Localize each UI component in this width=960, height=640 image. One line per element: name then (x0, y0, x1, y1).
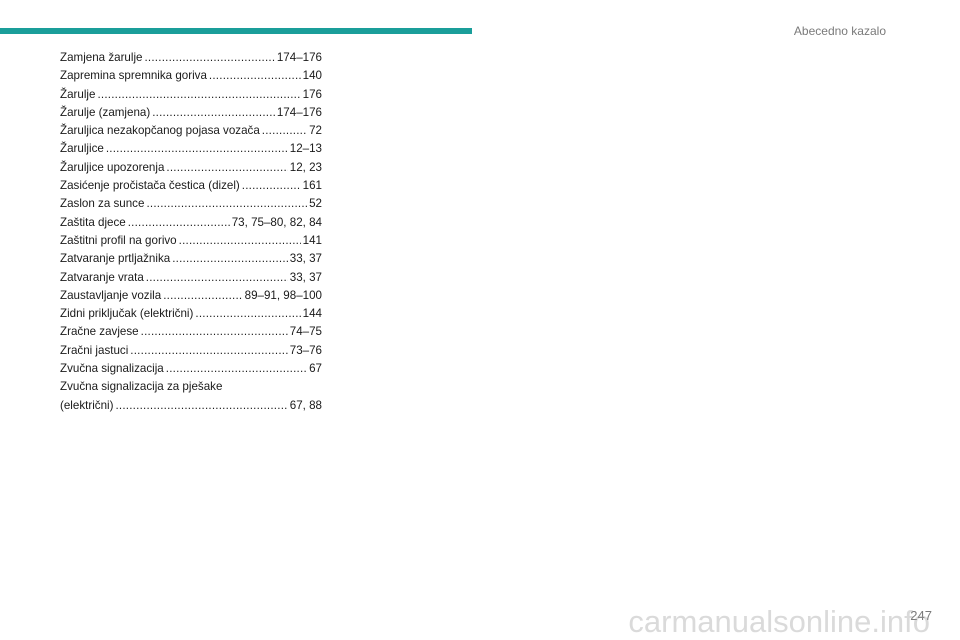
index-pages: 73–76 (289, 343, 322, 357)
index-entry-wrapped: (električni) 67, 88 (60, 397, 322, 415)
index-pages: 174–176 (276, 105, 322, 119)
dot-leader (166, 360, 307, 378)
index-entry: Zračni jastuci 73–76 (60, 342, 322, 360)
dot-leader (172, 250, 288, 268)
index-term-line1: Zvučna signalizacija za pješake (60, 380, 223, 394)
dot-leader (144, 49, 274, 67)
dot-leader (128, 214, 230, 232)
index-pages: 140 (302, 69, 322, 83)
section-title: Abecedno kazalo (793, 24, 886, 38)
dot-leader (146, 269, 288, 287)
index-entry: Zatvaranje prtljažnika 33, 37 (60, 250, 322, 268)
index-term: Zračne zavjese (60, 325, 139, 339)
index-pages: 33, 37 (289, 270, 322, 284)
dot-leader (97, 86, 300, 104)
index-pages: 33, 37 (289, 252, 322, 266)
dot-leader (106, 140, 288, 158)
index-term: Žaruljice upozorenja (60, 160, 165, 174)
index-term: Zaslon za sunce (60, 197, 145, 211)
index-entry-wrapped-line: Zvučna signalizacija za pješake (60, 378, 322, 396)
index-pages: 174–176 (276, 51, 322, 64)
page-number: 247 (910, 608, 932, 623)
index-pages: 12, 23 (289, 160, 322, 174)
index-term-line2: (električni) (60, 398, 114, 412)
dot-leader (163, 287, 242, 305)
index-term: Žaruljica nezakopčanog pojasa vozača (60, 124, 260, 138)
index-entry: Zaustavljanje vozila 89–91, 98–100 (60, 287, 322, 305)
index-entry: Zidni priključak (električni) 144 (60, 305, 322, 323)
index-entry: Zaslon za sunce 52 (60, 195, 322, 213)
index-term: Zvučna signalizacija (60, 362, 164, 376)
header-accent-bar (0, 28, 472, 34)
dot-leader (195, 305, 300, 323)
index-pages: 52 (309, 197, 322, 211)
dot-leader (262, 122, 307, 140)
dot-leader (141, 323, 288, 341)
index-pages: 141 (302, 233, 322, 247)
dot-leader (146, 195, 307, 213)
index-term: Žarulje (zamjena) (60, 105, 151, 119)
dot-leader (166, 159, 287, 177)
dot-leader (152, 104, 275, 122)
index-pages: 73, 75–80, 82, 84 (231, 215, 322, 229)
watermark-text: carmanualsonline.info (628, 604, 930, 639)
index-entry: Zaštitni profil na gorivo 141 (60, 232, 322, 250)
index-term: Zračni jastuci (60, 343, 129, 357)
index-entry: Zasićenje pročistača čestica (dizel) 161 (60, 177, 322, 195)
index-pages: 12–13 (289, 142, 322, 156)
index-entry: Zračne zavjese 74–75 (60, 323, 322, 341)
index-term: Zaštitni profil na gorivo (60, 233, 177, 247)
index-term: Zapremina spremnika goriva (60, 69, 207, 83)
index-entry: Zatvaranje vrata 33, 37 (60, 269, 322, 287)
index-pages: 67 (309, 362, 322, 376)
index-entry: Žaruljice upozorenja 12, 23 (60, 159, 322, 177)
index-term: Zasićenje pročistača čestica (dizel) (60, 179, 240, 193)
index-entry: Žarulje (zamjena) 174–176 (60, 104, 322, 122)
index-list: Zamjena žarulje 174–176 Zapremina spremni… (60, 49, 322, 415)
dot-leader (209, 67, 301, 85)
index-pages: 144 (302, 307, 322, 321)
index-entry: Žaruljica nezakopčanog pojasa vozača 72 (60, 122, 322, 140)
index-term: Zidni priključak (električni) (60, 307, 194, 321)
index-pages: 161 (302, 179, 322, 193)
index-entry: Zaštita djece 73, 75–80, 82, 84 (60, 214, 322, 232)
index-pages: 67, 88 (289, 398, 322, 412)
dot-leader (130, 342, 287, 360)
index-entry: Zvučna signalizacija 67 (60, 360, 322, 378)
index-pages: 74–75 (289, 325, 322, 339)
dot-leader (242, 177, 301, 195)
index-entry: Žarulje 176 (60, 86, 322, 104)
index-pages: 89–91, 98–100 (244, 288, 322, 302)
dot-leader (179, 232, 301, 250)
index-entry: Zapremina spremnika goriva 140 (60, 67, 322, 85)
index-pages: 72 (309, 124, 322, 138)
index-entry: Žaruljice 12–13 (60, 140, 322, 158)
index-term: Žaruljice (60, 142, 104, 156)
index-term: Zamjena žarulje (60, 51, 143, 64)
index-term: Zatvaranje prtljažnika (60, 252, 171, 266)
index-term: Zaštita djece (60, 215, 126, 229)
index-term: Žarulje (60, 87, 96, 101)
index-pages: 176 (302, 87, 322, 101)
index-term: Zaustavljanje vozila (60, 288, 162, 302)
dot-leader (115, 397, 287, 415)
index-term: Zatvaranje vrata (60, 270, 144, 284)
index-entry: Zamjena žarulje 174–176 (60, 49, 322, 67)
